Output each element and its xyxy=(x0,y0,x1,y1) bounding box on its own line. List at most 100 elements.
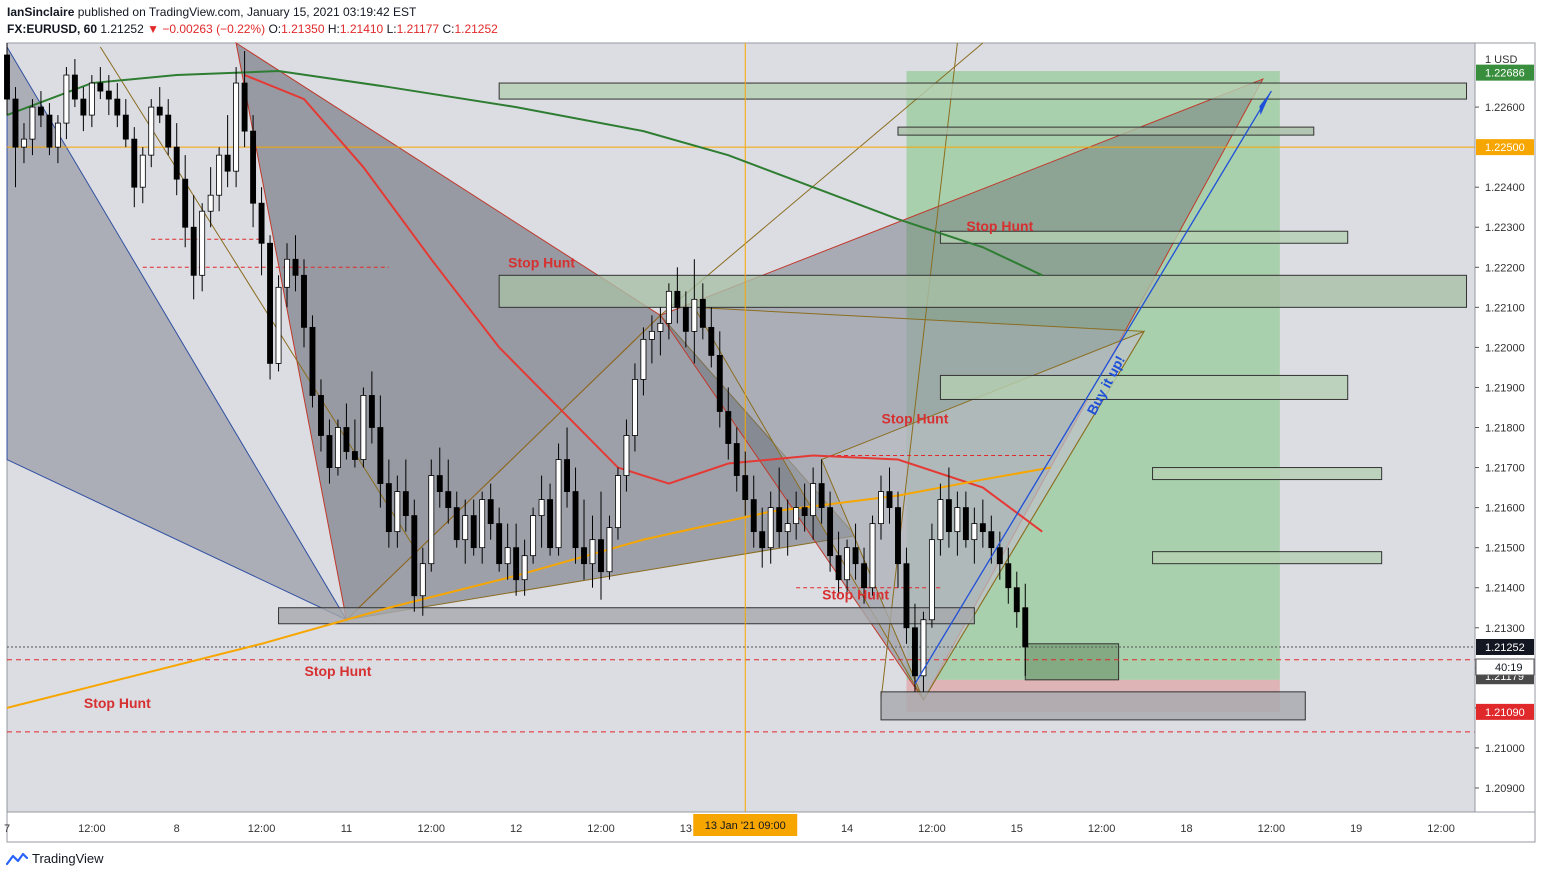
candle xyxy=(326,435,333,468)
candle xyxy=(869,523,876,589)
candle xyxy=(691,298,698,332)
y-tick-label: 1.21900 xyxy=(1485,382,1525,394)
crosshair-time-box xyxy=(693,814,798,836)
candle xyxy=(334,427,341,468)
stop-hunt-label: Stop Hunt xyxy=(966,218,1033,234)
stop-hunt-label: Stop Hunt xyxy=(508,254,575,270)
x-tick-label: 19 xyxy=(1350,823,1362,835)
candle xyxy=(71,74,78,100)
low-label: L: xyxy=(386,22,397,36)
candle xyxy=(173,146,180,180)
zone-4 xyxy=(498,274,1468,308)
candle xyxy=(750,499,757,533)
zone-1 xyxy=(498,82,1468,100)
candle xyxy=(80,98,87,116)
candle xyxy=(377,427,384,484)
candle xyxy=(631,379,638,436)
candle xyxy=(46,114,53,148)
y-tick-label: 1.22200 xyxy=(1485,262,1525,274)
candle xyxy=(12,98,19,148)
candle xyxy=(105,90,112,100)
candle xyxy=(275,286,282,364)
candle xyxy=(343,427,350,452)
candle xyxy=(555,459,562,549)
candle xyxy=(37,106,44,116)
price-label-text: 1.22500 xyxy=(1485,142,1525,154)
candle xyxy=(665,290,672,324)
candle xyxy=(784,523,791,533)
y-tick-label: 1.22400 xyxy=(1485,182,1525,194)
candle xyxy=(156,106,163,116)
stop-hunt-label: Stop Hunt xyxy=(822,587,889,603)
candle xyxy=(368,395,375,428)
footer-brand-label: TradingView xyxy=(32,851,104,866)
y-tick-label: 1.22100 xyxy=(1485,302,1525,314)
buy-arrow-head xyxy=(1259,91,1272,116)
candle xyxy=(513,547,520,581)
candle xyxy=(97,82,104,92)
candle xyxy=(767,507,774,549)
candle xyxy=(818,483,825,509)
x-tick-label: 12:00 xyxy=(418,823,446,835)
candle xyxy=(725,411,732,444)
candle xyxy=(1013,587,1020,613)
candle xyxy=(979,523,986,533)
y-tick-label: 1.22600 xyxy=(1485,102,1525,114)
price-chart[interactable]: Stop Hunt Stop Hunt Stop Hunt Stop Hunt Stop… xyxy=(0,0,1542,848)
candle xyxy=(928,539,935,621)
candle xyxy=(199,210,206,276)
candle xyxy=(309,326,316,396)
price-label-box xyxy=(1476,139,1534,156)
x-tick-label: 12 xyxy=(510,823,522,835)
candle xyxy=(598,539,604,573)
candle xyxy=(292,258,299,276)
candle xyxy=(581,547,587,565)
candle xyxy=(988,531,995,549)
high-value: 1.21410 xyxy=(339,22,384,36)
published-text: published on TradingView.com, January 15… xyxy=(77,5,417,19)
x-tick-label: 12:00 xyxy=(1427,823,1455,835)
candle xyxy=(521,555,528,581)
candle xyxy=(190,226,197,276)
price-label-box xyxy=(1476,638,1534,655)
candle xyxy=(835,555,842,581)
candle xyxy=(385,483,392,533)
symbol-label[interactable]: FX:EURUSD, 60 xyxy=(7,22,98,36)
crosshair-time-label: 13 Jan '21 09:00 xyxy=(705,820,786,832)
y-tick-label: 1.21300 xyxy=(1485,623,1525,635)
candle xyxy=(63,74,70,124)
x-tick-label: 8 xyxy=(174,823,180,835)
ohlc-line: FX:EURUSD, 60 1.21252 ▼ −0.00263 (−0.22%… xyxy=(7,22,498,36)
candle xyxy=(487,499,494,525)
candle xyxy=(54,122,61,148)
publish-line: IanSinclaire published on TradingView.co… xyxy=(7,5,416,19)
candle xyxy=(479,499,486,549)
candle xyxy=(810,483,817,517)
y-tick-label: 1.20900 xyxy=(1485,783,1525,795)
currency-label: 1 USD xyxy=(1485,54,1517,66)
publisher-name[interactable]: IanSinclaire xyxy=(7,5,75,19)
candle xyxy=(699,298,706,328)
candle xyxy=(318,395,324,436)
candle xyxy=(971,523,978,541)
candle xyxy=(648,330,655,340)
footer-brand[interactable]: TradingView xyxy=(6,851,104,866)
x-tick-label: 12:00 xyxy=(78,823,106,835)
candle xyxy=(402,491,409,517)
x-tick-label: 11 xyxy=(341,823,352,835)
candle xyxy=(708,326,715,356)
candle xyxy=(21,138,27,148)
candle xyxy=(861,563,867,589)
y-tick-label: 1.21400 xyxy=(1485,583,1525,595)
candle xyxy=(793,507,800,525)
candle xyxy=(716,355,723,412)
open-value: 1.21350 xyxy=(281,22,325,36)
harmonic-pattern-1 xyxy=(6,45,348,621)
zone-6 xyxy=(1152,467,1383,481)
y-tick-label: 1.21000 xyxy=(1485,743,1525,755)
zone-2 xyxy=(897,126,1315,136)
candle xyxy=(945,499,952,533)
candle xyxy=(4,54,10,100)
candle xyxy=(1022,607,1029,648)
candle xyxy=(88,82,95,116)
